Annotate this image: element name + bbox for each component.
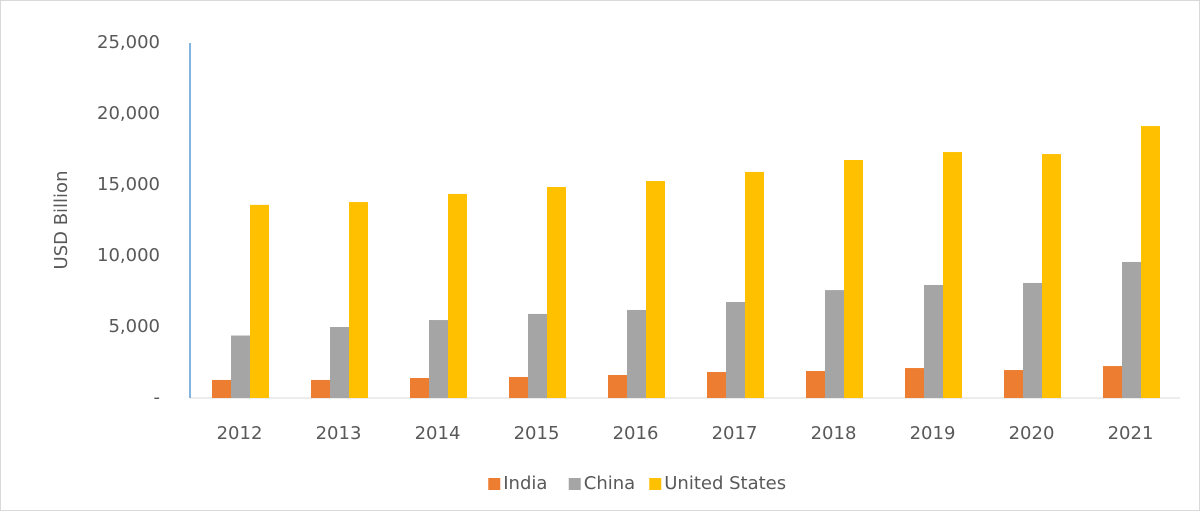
bar xyxy=(1122,261,1141,398)
x-tick-label: 2020 xyxy=(1009,423,1055,444)
bar xyxy=(646,181,665,398)
bar xyxy=(330,327,349,398)
bar xyxy=(212,379,231,398)
bar xyxy=(311,379,330,398)
x-tick-label: 2012 xyxy=(217,423,263,444)
bar xyxy=(547,186,566,398)
bar xyxy=(943,152,962,398)
bar xyxy=(1023,282,1042,398)
x-tick-label: 2017 xyxy=(712,423,758,444)
legend-swatch xyxy=(649,478,662,490)
bar xyxy=(905,368,924,398)
y-tick-label: 25,000 xyxy=(97,32,160,53)
bar xyxy=(429,320,448,398)
legend-swatch xyxy=(488,478,501,490)
bar xyxy=(231,335,250,398)
bar xyxy=(509,376,528,398)
bar xyxy=(806,371,825,398)
bar xyxy=(448,193,467,398)
x-tick-label: 2018 xyxy=(811,423,857,444)
x-tick-label: 2016 xyxy=(613,423,659,444)
y-tick-label: 10,000 xyxy=(97,245,160,266)
bar xyxy=(707,372,726,398)
legend-swatch xyxy=(568,478,581,490)
bar xyxy=(726,302,745,398)
legend-label: China xyxy=(584,473,635,494)
bar xyxy=(1103,366,1122,398)
bar xyxy=(627,309,646,398)
y-axis-label: USD Billion xyxy=(51,171,72,270)
bar xyxy=(1004,370,1023,398)
bar xyxy=(924,284,943,398)
bar xyxy=(608,374,627,398)
y-tick-label: 5,000 xyxy=(108,316,160,337)
bar xyxy=(745,171,764,398)
x-tick-label: 2021 xyxy=(1108,423,1154,444)
x-tick-label: 2013 xyxy=(316,423,362,444)
bar xyxy=(844,160,863,398)
y-tick-label: - xyxy=(154,387,161,408)
x-tick-label: 2019 xyxy=(910,423,956,444)
legend-label: India xyxy=(503,473,547,494)
y-tick-label: 15,000 xyxy=(97,174,160,195)
bar xyxy=(825,290,844,398)
y-tick-label: 20,000 xyxy=(97,103,160,124)
bar xyxy=(528,313,547,398)
bar xyxy=(349,202,368,398)
legend-label: United States xyxy=(664,473,786,494)
x-tick-label: 2015 xyxy=(514,423,560,444)
x-tick-label: 2014 xyxy=(415,423,461,444)
bar xyxy=(410,377,429,398)
bar xyxy=(1141,126,1160,398)
bar xyxy=(250,204,269,398)
bar xyxy=(1042,154,1061,398)
